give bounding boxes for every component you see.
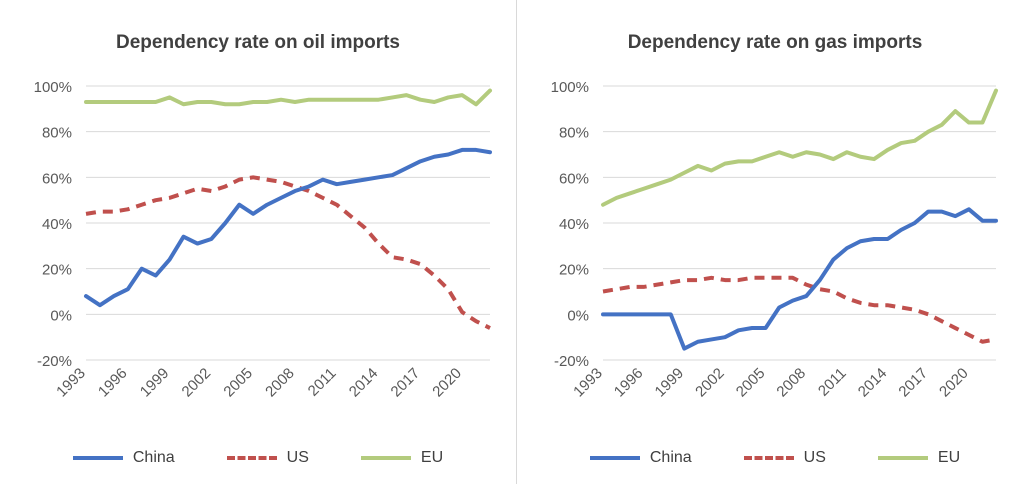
legend-swatch-china bbox=[589, 456, 640, 460]
x-tick-label: 1993 bbox=[570, 365, 606, 401]
x-tick-label: 2008 bbox=[773, 365, 809, 401]
legend-item-eu: EU bbox=[360, 449, 444, 467]
chart-title: Dependency rate on oil imports bbox=[116, 32, 400, 53]
y-tick-label: 100% bbox=[34, 79, 72, 96]
legend-label: China bbox=[649, 449, 692, 466]
y-tick-label: 20% bbox=[42, 262, 72, 279]
legend-swatch-china bbox=[72, 456, 123, 460]
legend-label: US bbox=[286, 449, 309, 466]
x-tick-label: 1999 bbox=[137, 365, 173, 401]
y-tick-label: -20% bbox=[554, 353, 589, 370]
chart-title: Dependency rate on gas imports bbox=[627, 32, 923, 53]
x-tick-label: 2014 bbox=[855, 365, 891, 401]
series-line-china bbox=[84, 147, 492, 308]
x-tick-label: 2017 bbox=[388, 365, 424, 401]
y-tick-label: 0% bbox=[567, 307, 589, 324]
x-tick-label: 2014 bbox=[346, 365, 382, 401]
x-tick-label: 1996 bbox=[611, 365, 647, 401]
y-tick-label: 0% bbox=[50, 307, 72, 324]
oil-imports-chart: -20%0%20%40%60%80%100%1993 1996 1999 2002 20… bbox=[34, 79, 492, 401]
x-tick-label: 2005 bbox=[220, 365, 256, 401]
series-line-us bbox=[602, 275, 997, 344]
y-tick-label: 60% bbox=[42, 170, 72, 187]
x-tick-label: 2011 bbox=[815, 365, 850, 400]
legend-label: EU bbox=[937, 449, 961, 466]
series-line-us bbox=[85, 175, 491, 330]
legend-item-china: China bbox=[72, 449, 175, 467]
legend-swatch-us bbox=[743, 456, 794, 460]
y-tick-label: 80% bbox=[42, 125, 72, 142]
x-tick-label: 1999 bbox=[652, 365, 688, 401]
x-tick-label: 1993 bbox=[53, 365, 89, 401]
y-tick-label: 80% bbox=[559, 125, 589, 142]
x-tick-label: 2002 bbox=[692, 365, 728, 401]
series-line-eu bbox=[84, 88, 492, 107]
series-line-china bbox=[601, 207, 998, 351]
gas-imports-chart-panel: Dependency rate on gas imports -20% 0% 20%… bbox=[518, 0, 1032, 484]
x-tick-label: 2002 bbox=[179, 365, 215, 401]
x-tick-label: 2020 bbox=[936, 365, 972, 401]
y-tick-label: 40% bbox=[42, 216, 72, 233]
x-tick-label: 2011 bbox=[305, 365, 340, 400]
x-tick-label: 1996 bbox=[95, 365, 131, 401]
chart-legend: China US EU bbox=[0, 449, 516, 467]
y-tick-label: 100% bbox=[551, 79, 589, 96]
y-tick-label: -20% bbox=[37, 353, 72, 370]
y-tick-label: 40% bbox=[559, 216, 589, 233]
legend-item-eu: EU bbox=[877, 449, 961, 467]
legend-label: China bbox=[132, 449, 175, 466]
y-tick-label: 60% bbox=[559, 170, 589, 187]
legend-swatch-eu bbox=[360, 456, 411, 460]
x-tick-label: 2017 bbox=[895, 365, 931, 401]
x-tick-label: 2008 bbox=[262, 365, 298, 401]
legend-label: US bbox=[803, 449, 826, 466]
series-line-eu bbox=[601, 88, 998, 207]
legend-label: EU bbox=[420, 449, 444, 466]
y-tick-label: 20% bbox=[559, 262, 589, 279]
chart-legend: China US EU bbox=[518, 449, 1032, 467]
legend-swatch-eu bbox=[877, 456, 928, 460]
legend-swatch-us bbox=[226, 456, 277, 460]
legend-item-china: China bbox=[589, 449, 692, 467]
x-tick-label: 2020 bbox=[429, 365, 465, 401]
legend-item-us: US bbox=[743, 449, 826, 467]
legend-item-us: US bbox=[226, 449, 309, 467]
gas-imports-chart: -20%0%20%40%60%80%100%1993 1996 1999 2002 20… bbox=[551, 79, 998, 401]
oil-imports-chart-panel: Dependency rate on oil imports -20% 0% 20%… bbox=[0, 0, 517, 484]
x-tick-label: 2005 bbox=[733, 365, 769, 401]
